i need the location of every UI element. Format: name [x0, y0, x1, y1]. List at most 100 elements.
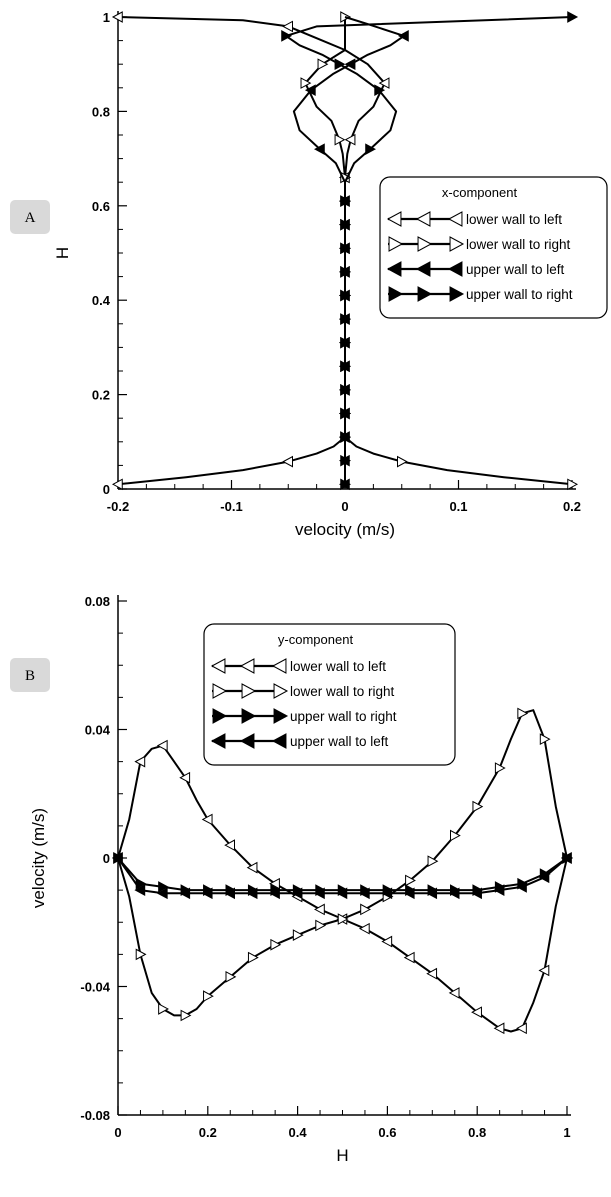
- series-point: [493, 1022, 505, 1035]
- series-point: [403, 887, 415, 900]
- series-point: [471, 887, 482, 900]
- y-axis-label: H: [53, 247, 72, 259]
- series-point: [340, 289, 352, 302]
- series-point: [340, 266, 352, 278]
- legend-label: upper wall to right: [290, 709, 397, 724]
- series-point: [360, 903, 372, 916]
- panel-a-chart: -0.2 -0.1 0 0.1 0.2 0 0.2 0.4 0.6 0.8 1 velocity (m…: [53, 10, 608, 539]
- legend-marker: [415, 261, 431, 277]
- series-point: [567, 11, 579, 23]
- legend-marker: [239, 658, 255, 674]
- series-point: [313, 903, 325, 916]
- series-point: [340, 218, 352, 231]
- y-tick-label: 0.8: [92, 104, 110, 119]
- y-tick-label: -0.08: [80, 1108, 110, 1123]
- series-point: [538, 964, 550, 977]
- x-tick-label: 0.1: [449, 499, 467, 514]
- series-point: [334, 58, 346, 71]
- series-point: [427, 855, 439, 868]
- legend-marker: [239, 733, 255, 749]
- series-point: [567, 478, 579, 491]
- series-point: [111, 11, 123, 23]
- y-tick-label: 0: [103, 482, 110, 497]
- x-axis-label: H: [336, 1146, 348, 1165]
- series-point: [179, 771, 191, 784]
- legend-box: [379, 176, 608, 319]
- series-point: [426, 887, 438, 900]
- series-point: [317, 58, 329, 71]
- legend-entry: lower wall to right: [388, 236, 571, 252]
- series-line: [117, 744, 568, 1033]
- panel-b-badge-label: B: [25, 668, 35, 684]
- series-point: [281, 30, 293, 42]
- series-point: [156, 887, 168, 900]
- series-point: [111, 478, 123, 491]
- y-tick-label: 0: [103, 851, 110, 866]
- series-point: [156, 739, 168, 752]
- series-point: [203, 990, 214, 1002]
- legend: x-component lower wall to left lower wall …: [379, 176, 608, 319]
- legend: y-component lower wall to left lower wall …: [203, 623, 456, 766]
- series-point: [340, 454, 352, 467]
- series-point: [340, 242, 352, 255]
- series-point: [247, 951, 259, 964]
- series-point: [158, 881, 169, 893]
- series-point: [340, 336, 352, 349]
- series-point: [340, 384, 352, 396]
- legend-label: upper wall to right: [466, 287, 573, 302]
- legend-marker: [388, 286, 404, 302]
- legend-label: lower wall to left: [290, 659, 386, 674]
- series-point: [158, 1003, 169, 1015]
- series-point: [179, 887, 191, 900]
- series-point: [270, 938, 282, 951]
- series-point: [516, 881, 527, 893]
- series-point: [560, 852, 572, 864]
- series-point: [358, 922, 370, 935]
- legend-title: y-component: [278, 632, 354, 647]
- x-tick-label: 0: [114, 1125, 121, 1140]
- legend-marker: [271, 733, 287, 749]
- legend-marker: [447, 261, 463, 277]
- legend-marker: [388, 236, 404, 252]
- series-point: [538, 871, 550, 884]
- series-point: [365, 143, 377, 155]
- legend-marker: [271, 658, 287, 674]
- series-point: [180, 1009, 192, 1022]
- series-point: [358, 887, 370, 900]
- series-point: [517, 707, 529, 720]
- series-point: [340, 195, 352, 207]
- y-tick-label: 0.04: [85, 723, 111, 738]
- legend-label: upper wall to left: [466, 262, 565, 277]
- series-point: [403, 951, 415, 964]
- x-axis-label: velocity (m/s): [295, 520, 395, 539]
- x-tick-label: 0.2: [199, 1125, 217, 1140]
- series-point: [494, 762, 506, 774]
- series-point: [448, 887, 460, 900]
- series-point: [201, 887, 213, 900]
- x-tick-label: 0.8: [468, 1125, 486, 1140]
- series-point: [336, 887, 348, 900]
- y-tick-label: 0.6: [92, 199, 110, 214]
- legend-marker: [386, 261, 402, 277]
- series-point: [135, 948, 147, 961]
- legend-marker: [210, 733, 226, 749]
- series-point: [304, 84, 316, 96]
- series-point: [282, 455, 293, 468]
- y-axis-label: velocity (m/s): [29, 808, 48, 908]
- series-point: [472, 800, 484, 813]
- legend-marker: [212, 708, 228, 724]
- series-point: [225, 971, 237, 983]
- legend-entry: upper wall to left: [386, 261, 565, 277]
- series-upper-wall-to-right: [281, 11, 579, 491]
- legend-marker: [241, 708, 257, 724]
- legend-marker: [449, 286, 465, 302]
- y-tick-label: -0.04: [80, 980, 110, 995]
- x-tick-label: 0.2: [563, 499, 581, 514]
- legend-marker: [415, 211, 431, 227]
- series-point: [397, 30, 409, 42]
- series-point: [448, 987, 460, 999]
- x-tick-label: -0.1: [220, 499, 242, 514]
- legend-marker: [273, 683, 289, 699]
- panel-a-badge-label: A: [25, 210, 36, 226]
